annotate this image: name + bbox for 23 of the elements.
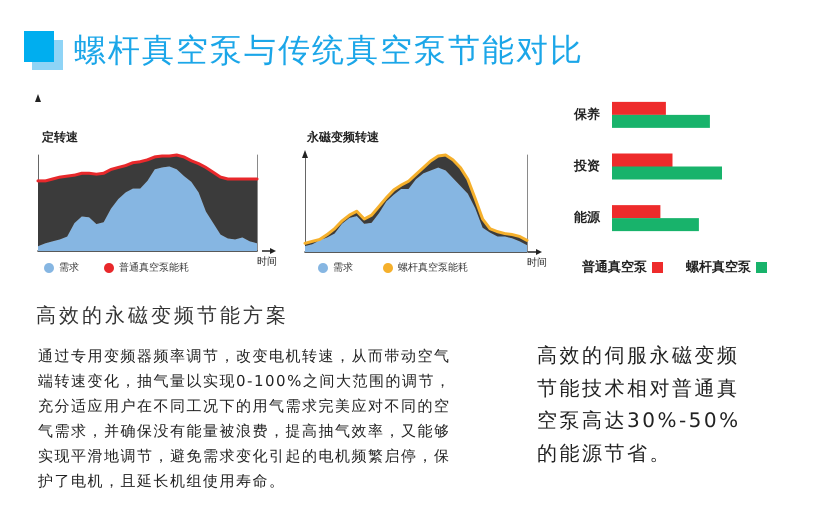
- bar: [612, 154, 672, 166]
- legend-label: 螺杆真空泵: [685, 259, 752, 275]
- x-axis-title: 时间: [527, 256, 547, 268]
- bar: [612, 218, 699, 232]
- text: 通过专用变频器频率调节，改变电机转速，从而带动空气端转速变化，抽气量以实现0-100%之间大范围的调节，充分适应用户在不同工况下的用气需求完美应对不同的空气需求，并确保没有能量被浪费，提高抽气效率，又能够实现平滑地调节，避免需求变化引起的电机频繁启停，保护了电机，且延长机组使用寿命。: [38, 346, 452, 492]
- x-axis-title: 时间: [257, 256, 277, 268]
- legend-label: 普通真空泵: [581, 259, 648, 275]
- text: 螺杆真空泵与传统真空泵节能对比: [74, 30, 584, 71]
- bar: [612, 166, 722, 180]
- chart-title: 永磁变频转速: [306, 130, 380, 144]
- legend-label: 普通真空泵能耗: [119, 262, 189, 274]
- bar: [612, 102, 666, 115]
- y-tick-label: 能源: [574, 210, 601, 226]
- bar: [612, 205, 660, 218]
- y-tick-label: 保养: [573, 106, 600, 122]
- text: 高效的永磁变频节能方案: [36, 302, 289, 328]
- legend-label: 需求: [59, 262, 79, 274]
- chart-title: 定转速: [41, 130, 79, 144]
- bar: [612, 114, 710, 128]
- legend-label: 螺杆真空泵能耗: [398, 262, 468, 274]
- text: 高效的伺服永磁变频节能技术相对普通真空泵高达30%-50%的能源节省。: [537, 342, 742, 466]
- y-tick-label: 投资: [573, 159, 600, 174]
- legend-label: 需求: [333, 262, 353, 274]
